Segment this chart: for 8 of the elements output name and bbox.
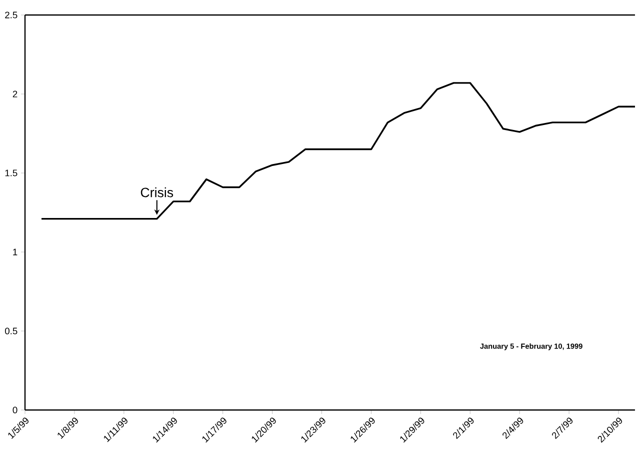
- y-tick-label: 2.5: [5, 12, 18, 18]
- y-tick-label: 2: [12, 90, 18, 98]
- annotation: Crisis: [140, 187, 174, 198]
- y-tick-label: 1: [13, 248, 18, 256]
- line-series: [40, 82, 635, 220]
- y-tick-label: 0.5: [5, 328, 18, 334]
- y-tick-label: 0: [12, 406, 18, 414]
- y-tick-label: 1.5: [5, 170, 18, 176]
